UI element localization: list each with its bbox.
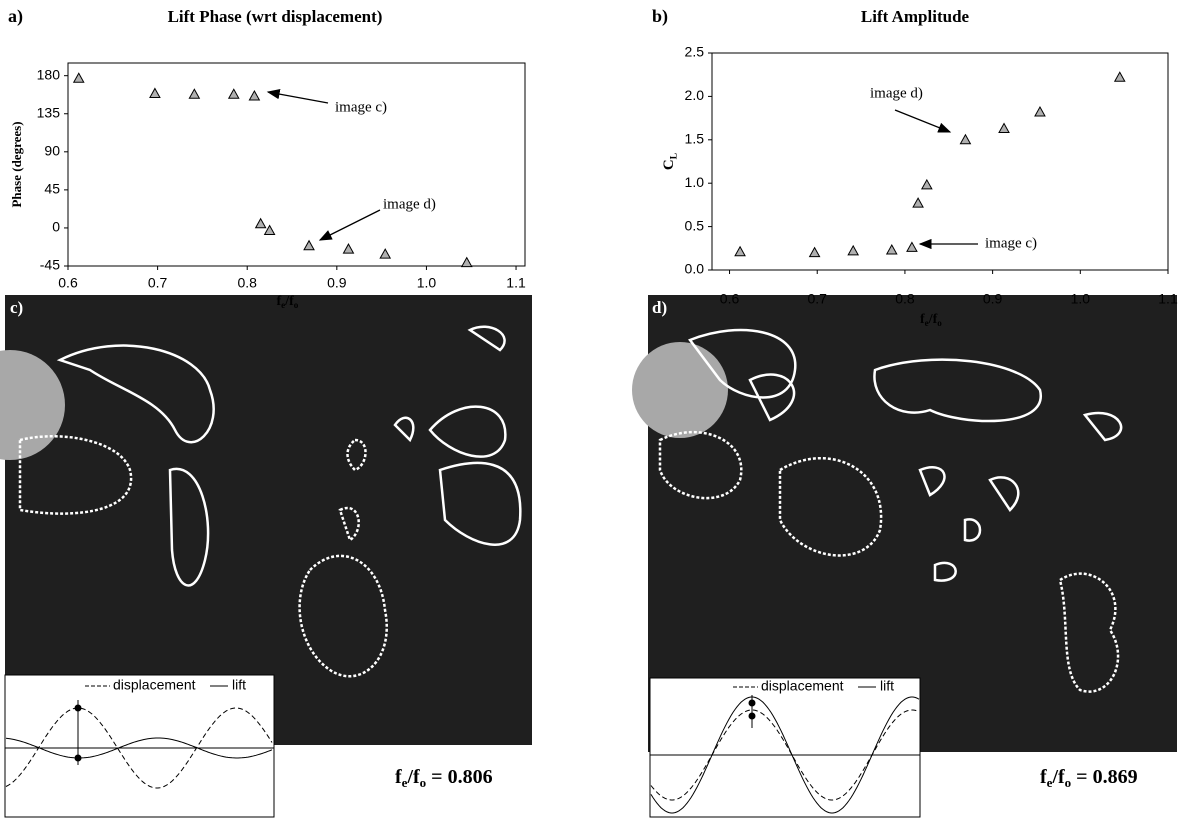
legend-label: lift [232,677,246,693]
y-tick-label: 2.5 [685,44,705,60]
x-tick-label: 0.7 [148,275,168,291]
x-tick-label: 0.6 [720,291,740,307]
annotation-arrow [320,210,380,240]
point [249,91,259,100]
point [999,124,1009,133]
x-tick-label: 0.8 [237,275,257,291]
y-axis-label: CL [661,152,679,170]
figure: displacement lift c) fe/fo = 0.806 displ… [0,0,1182,820]
y-tick-label: 180 [37,66,61,82]
x-tick-label: 0.8 [895,291,915,307]
annotation: image d) [870,85,923,101]
point [887,245,897,254]
y-tick-label: 0 [52,219,60,235]
x-tick-label: 0.9 [327,275,347,291]
panel-label: b) [652,6,668,27]
y-tick-label: 45 [44,181,60,197]
text-part: /f [284,294,294,309]
point [343,244,353,253]
image-panel-c: displacement lift c) fe/fo = 0.806 [0,295,532,817]
text-part: /f [1051,766,1065,788]
caption: fe/fo = 0.806 [395,766,493,790]
y-tick-label: 0.5 [685,217,705,233]
legend-label: lift [880,678,894,694]
point [848,246,858,255]
legend-label: displacement [761,678,844,694]
inset-dot [749,713,756,720]
point [1115,72,1125,81]
x-tick-label: 1.0 [417,275,437,291]
annotation-arrow [895,110,950,132]
caption: fe/fo = 0.869 [1040,766,1138,790]
subscript: o [294,300,299,310]
image-panel-d: displacement lift d) fe/fo = 0.869 [632,295,1177,817]
x-tick-label: 1.0 [1071,291,1091,307]
y-tick-label: -45 [40,257,60,273]
point [304,241,314,250]
text-part: /f [928,312,938,327]
subscript: L [669,152,680,159]
point [265,225,275,234]
annotation-arrow [268,92,328,103]
point [256,219,266,228]
point [922,180,932,189]
inset-dot [75,705,82,712]
cylinder [632,342,728,438]
point [1035,107,1045,116]
text-part: C [661,159,677,170]
subscript: o [937,318,942,328]
point [907,242,917,251]
x-tick-label: 1.1 [506,275,526,291]
text-part: = 0.806 [426,766,492,788]
annotation: image c) [985,235,1037,251]
chart-title: Lift Amplitude [861,7,970,26]
x-tick-label: 0.9 [983,291,1003,307]
point [380,249,390,258]
y-axis-label: Phase (degrees) [9,121,24,207]
chart-title: Lift Phase (wrt displacement) [168,7,383,26]
point [229,89,239,98]
y-tick-label: 0.0 [685,261,705,277]
point [150,88,160,97]
panel-label: d) [652,298,667,317]
y-tick-label: 135 [37,104,61,120]
y-tick-label: 1.5 [685,131,705,147]
plot-frame [68,63,525,266]
point [74,73,84,82]
point [189,89,199,98]
x-tick-label: 0.7 [807,291,827,307]
panel-label: a) [8,6,23,27]
inset-dot [749,700,756,707]
y-tick-label: 1.0 [685,174,705,190]
plot-frame [712,53,1168,270]
point [960,135,970,144]
point [810,248,820,257]
annotation: image d) [383,196,436,212]
inset [650,678,920,817]
point [735,247,745,256]
point [913,198,923,207]
inset-dot [75,755,82,762]
y-tick-label: 90 [44,143,60,159]
text-part: = 0.869 [1071,766,1137,788]
text-part: /f [406,766,420,788]
inset [5,675,274,817]
annotation: image c) [335,99,387,115]
x-tick-label: 0.6 [58,275,78,291]
point [462,258,472,267]
x-tick-label: 1.1 [1158,291,1178,307]
y-tick-label: 2.0 [685,87,705,103]
panel-label: c) [10,298,23,317]
legend-label: displacement [113,677,196,693]
